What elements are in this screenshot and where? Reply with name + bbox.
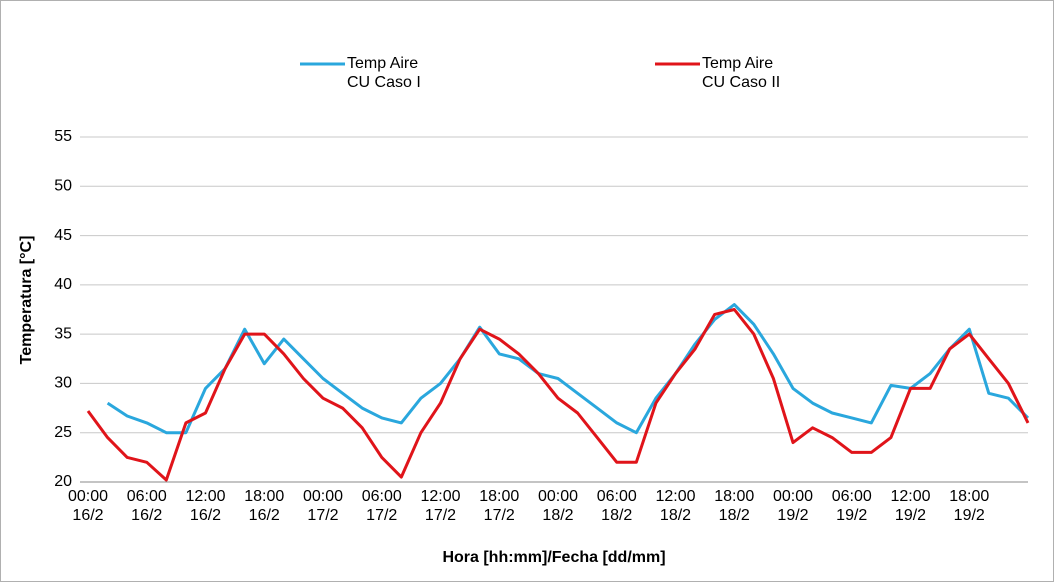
x-tick-label: 00:00 17/2 — [302, 488, 344, 524]
x-tick-label: 18:00 16/2 — [244, 488, 285, 524]
series-line — [106, 303, 1030, 435]
x-tick-label: 06:00 19/2 — [831, 488, 872, 524]
x-tick-label: 18:00 17/2 — [479, 488, 520, 524]
x-tick-label: 12:00 18/2 — [655, 488, 696, 524]
x-tick-label: 18:00 19/2 — [949, 488, 990, 524]
y-tick-label: 45 — [54, 227, 72, 244]
y-axis-title: Temperatura [°C] — [18, 236, 35, 365]
legend-label: Temp Aire CU Caso II — [702, 55, 781, 91]
legend-label: Temp Aire CU Caso I — [347, 55, 421, 91]
x-tick-label: 18:00 18/2 — [714, 488, 755, 524]
x-tick-label: 00:00 16/2 — [67, 488, 109, 524]
series-line — [86, 308, 1030, 482]
y-tick-label: 20 — [54, 473, 72, 490]
x-axis-title: Hora [hh:mm]/Fecha [dd/mm] — [442, 549, 665, 566]
x-tick-label: 12:00 16/2 — [185, 488, 226, 524]
y-tick-label: 55 — [54, 128, 72, 145]
x-tick-label: 12:00 17/2 — [420, 488, 461, 524]
y-tick-label: 25 — [54, 424, 72, 441]
y-tick-label: 40 — [54, 276, 72, 293]
x-tick-label: 00:00 18/2 — [537, 488, 579, 524]
x-tick-label: 00:00 19/2 — [772, 488, 814, 524]
y-tick-label: 30 — [54, 375, 72, 392]
x-tick-label: 06:00 16/2 — [126, 488, 167, 524]
x-tick-label: 06:00 18/2 — [596, 488, 637, 524]
y-tick-label: 35 — [54, 325, 72, 342]
x-tick-label: 12:00 19/2 — [890, 488, 931, 524]
y-tick-label: 50 — [54, 178, 72, 195]
x-tick-label: 06:00 17/2 — [361, 488, 402, 524]
